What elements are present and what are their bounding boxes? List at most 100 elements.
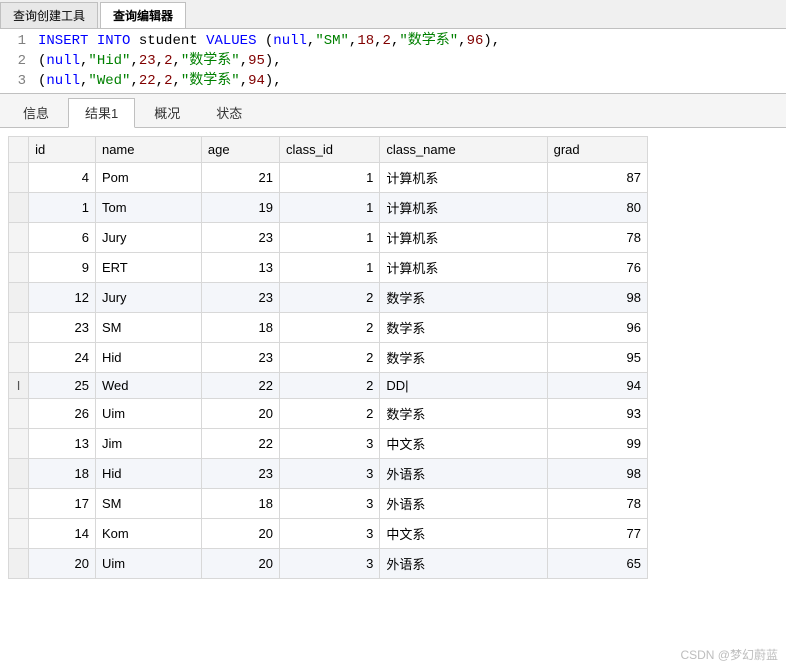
row-handle[interactable] xyxy=(9,163,29,193)
cell-age[interactable]: 19 xyxy=(201,193,279,223)
cell-grad[interactable]: 78 xyxy=(547,223,647,253)
tab-query-editor[interactable]: 查询编辑器 xyxy=(100,2,186,28)
cell-name[interactable]: Jury xyxy=(95,223,201,253)
cell-age[interactable]: 22 xyxy=(201,429,279,459)
row-handle[interactable] xyxy=(9,549,29,579)
cell-class_name[interactable]: 中文系 xyxy=(380,429,547,459)
cell-class_name[interactable]: DD| xyxy=(380,373,547,399)
cell-class_id[interactable]: 2 xyxy=(279,399,379,429)
tab-info[interactable]: 信息 xyxy=(6,98,66,127)
code-content[interactable]: (null,"Hid",23,2,"数学系",95), xyxy=(38,51,282,71)
row-handle[interactable] xyxy=(9,519,29,549)
row-handle[interactable]: I xyxy=(9,373,29,399)
cell-id[interactable]: 6 xyxy=(29,223,96,253)
row-handle[interactable] xyxy=(9,313,29,343)
cell-age[interactable]: 23 xyxy=(201,283,279,313)
cell-id[interactable]: 9 xyxy=(29,253,96,283)
cell-class_name[interactable]: 外语系 xyxy=(380,489,547,519)
cell-name[interactable]: Jury xyxy=(95,283,201,313)
code-content[interactable]: (null,"Wed",22,2,"数学系",94), xyxy=(38,71,282,91)
tab-query-builder[interactable]: 查询创建工具 xyxy=(0,2,98,28)
table-row[interactable]: 14Kom203中文系77 xyxy=(9,519,648,549)
cell-name[interactable]: Tom xyxy=(95,193,201,223)
cell-grad[interactable]: 78 xyxy=(547,489,647,519)
row-handle[interactable] xyxy=(9,193,29,223)
result-grid[interactable]: idnameageclass_idclass_namegrad4Pom211计算… xyxy=(8,136,648,579)
cell-id[interactable]: 4 xyxy=(29,163,96,193)
cell-grad[interactable]: 65 xyxy=(547,549,647,579)
cell-id[interactable]: 26 xyxy=(29,399,96,429)
cell-class_id[interactable]: 1 xyxy=(279,163,379,193)
column-header-id[interactable]: id xyxy=(29,137,96,163)
code-line[interactable]: 3(null,"Wed",22,2,"数学系",94), xyxy=(0,71,786,91)
table-row[interactable]: 9ERT131计算机系76 xyxy=(9,253,648,283)
cell-class_id[interactable]: 1 xyxy=(279,253,379,283)
cell-class_name[interactable]: 数学系 xyxy=(380,343,547,373)
cell-class_name[interactable]: 数学系 xyxy=(380,313,547,343)
cell-class_id[interactable]: 3 xyxy=(279,549,379,579)
cell-name[interactable]: SM xyxy=(95,489,201,519)
cell-class_name[interactable]: 数学系 xyxy=(380,283,547,313)
column-header-name[interactable]: name xyxy=(95,137,201,163)
cell-class_name[interactable]: 计算机系 xyxy=(380,193,547,223)
cell-age[interactable]: 20 xyxy=(201,399,279,429)
cell-class_id[interactable]: 3 xyxy=(279,459,379,489)
table-row[interactable]: 13Jim223中文系99 xyxy=(9,429,648,459)
column-header-class_name[interactable]: class_name xyxy=(380,137,547,163)
table-row[interactable]: 23SM182数学系96 xyxy=(9,313,648,343)
cell-age[interactable]: 21 xyxy=(201,163,279,193)
table-row[interactable]: 4Pom211计算机系87 xyxy=(9,163,648,193)
cell-class_name[interactable]: 计算机系 xyxy=(380,253,547,283)
table-row[interactable]: 26Uim202数学系93 xyxy=(9,399,648,429)
table-row[interactable]: I25Wed222DD|94 xyxy=(9,373,648,399)
code-line[interactable]: 2(null,"Hid",23,2,"数学系",95), xyxy=(0,51,786,71)
column-header-age[interactable]: age xyxy=(201,137,279,163)
cell-id[interactable]: 24 xyxy=(29,343,96,373)
cell-grad[interactable]: 93 xyxy=(547,399,647,429)
cell-age[interactable]: 13 xyxy=(201,253,279,283)
cell-class_id[interactable]: 3 xyxy=(279,429,379,459)
cell-grad[interactable]: 76 xyxy=(547,253,647,283)
cell-id[interactable]: 23 xyxy=(29,313,96,343)
row-handle[interactable] xyxy=(9,399,29,429)
cell-age[interactable]: 20 xyxy=(201,519,279,549)
code-line[interactable]: 1INSERT INTO student VALUES (null,"SM",1… xyxy=(0,31,786,51)
cell-id[interactable]: 13 xyxy=(29,429,96,459)
table-row[interactable]: 20Uim203外语系65 xyxy=(9,549,648,579)
cell-grad[interactable]: 94 xyxy=(547,373,647,399)
table-row[interactable]: 1Tom191计算机系80 xyxy=(9,193,648,223)
table-row[interactable]: 24Hid232数学系95 xyxy=(9,343,648,373)
row-handle[interactable] xyxy=(9,283,29,313)
cell-age[interactable]: 23 xyxy=(201,459,279,489)
row-handle[interactable] xyxy=(9,429,29,459)
code-content[interactable]: INSERT INTO student VALUES (null,"SM",18… xyxy=(38,31,500,51)
cell-name[interactable]: Kom xyxy=(95,519,201,549)
cell-name[interactable]: Uim xyxy=(95,549,201,579)
sql-editor[interactable]: 1INSERT INTO student VALUES (null,"SM",1… xyxy=(0,29,786,94)
cell-class_name[interactable]: 中文系 xyxy=(380,519,547,549)
cell-grad[interactable]: 99 xyxy=(547,429,647,459)
cell-class_id[interactable]: 3 xyxy=(279,489,379,519)
column-header-class_id[interactable]: class_id xyxy=(279,137,379,163)
cell-name[interactable]: Uim xyxy=(95,399,201,429)
tab-status[interactable]: 状态 xyxy=(199,98,259,127)
cell-id[interactable]: 25 xyxy=(29,373,96,399)
column-header-grad[interactable]: grad xyxy=(547,137,647,163)
tab-result1[interactable]: 结果1 xyxy=(68,98,135,128)
cell-grad[interactable]: 77 xyxy=(547,519,647,549)
cell-id[interactable]: 20 xyxy=(29,549,96,579)
table-row[interactable]: 12Jury232数学系98 xyxy=(9,283,648,313)
cell-age[interactable]: 22 xyxy=(201,373,279,399)
cell-grad[interactable]: 96 xyxy=(547,313,647,343)
cell-grad[interactable]: 98 xyxy=(547,283,647,313)
table-row[interactable]: 6Jury231计算机系78 xyxy=(9,223,648,253)
row-handle[interactable] xyxy=(9,459,29,489)
cell-name[interactable]: Pom xyxy=(95,163,201,193)
table-row[interactable]: 17SM183外语系78 xyxy=(9,489,648,519)
cell-id[interactable]: 14 xyxy=(29,519,96,549)
cell-class_id[interactable]: 1 xyxy=(279,193,379,223)
cell-name[interactable]: Wed xyxy=(95,373,201,399)
cell-class_name[interactable]: 计算机系 xyxy=(380,163,547,193)
cell-class_id[interactable]: 2 xyxy=(279,283,379,313)
cell-id[interactable]: 12 xyxy=(29,283,96,313)
